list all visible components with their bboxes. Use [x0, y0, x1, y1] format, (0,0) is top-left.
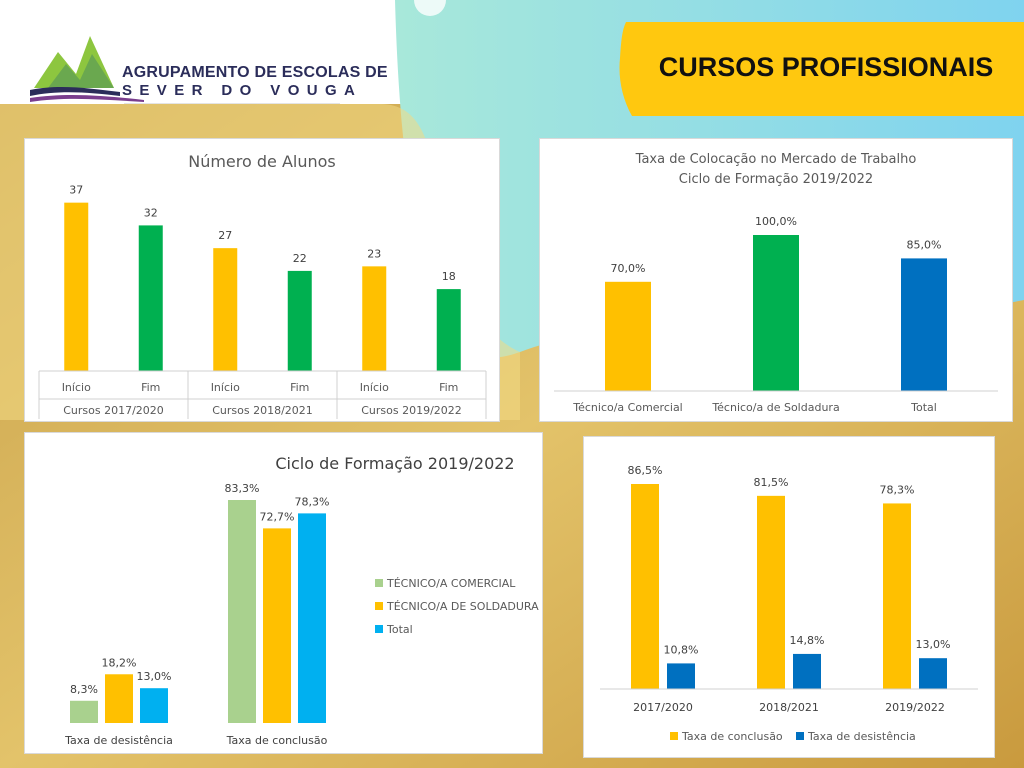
chart-panel-cycle: Ciclo de Formação 2019/2022 8,3% 83,3% 18,2…: [24, 432, 543, 754]
x-tick-label: Fim: [439, 381, 458, 394]
data-label: 27: [218, 229, 232, 242]
bar: [883, 503, 911, 689]
chart-subtitle: Ciclo de Formação 2019/2022: [679, 172, 873, 187]
legend-label: Taxa de desistência: [807, 730, 916, 743]
students-chart: Número de Alunos 37 Início 32 Fim 27 Início 22 F…: [38, 152, 487, 419]
x-tick-label: Total: [910, 401, 937, 414]
bar: [605, 281, 651, 391]
data-label: 14,8%: [790, 634, 825, 647]
bar: [919, 658, 947, 689]
data-label: 10,8%: [664, 643, 699, 656]
x-tick-label: Início: [62, 381, 91, 394]
chart-panel-placement: Taxa de Colocação no Mercado de Trabalho…: [539, 138, 1013, 422]
data-label: 83,3%: [225, 482, 260, 495]
bar: [140, 688, 168, 723]
x-tick-label: Fim: [290, 381, 309, 394]
group-label: Cursos 2018/2021: [212, 404, 313, 417]
data-label: 13,0%: [137, 670, 172, 683]
data-label: 22: [293, 252, 307, 265]
bar: [105, 674, 133, 723]
bar: [667, 663, 695, 689]
bar: [263, 528, 291, 723]
data-label: 81,5%: [754, 476, 789, 489]
bar: [64, 202, 89, 371]
legend-swatch: [796, 732, 804, 740]
legend-label: Taxa de conclusão: [681, 730, 783, 743]
school-logo: [30, 36, 340, 104]
x-tick-label: Fim: [141, 381, 160, 394]
data-label: 78,3%: [295, 495, 330, 508]
data-label: 18,2%: [102, 656, 137, 669]
data-label: 18: [442, 270, 456, 283]
data-label: 85,0%: [907, 238, 942, 251]
legend-label: TÉCNICO/A COMERCIAL: [386, 577, 516, 590]
x-tick-label: 2018/2021: [759, 701, 819, 714]
legend-swatch: [375, 625, 383, 633]
legend-swatch: [375, 602, 383, 610]
legend-swatch: [375, 579, 383, 587]
data-label: 72,7%: [260, 510, 295, 523]
bar: [70, 700, 98, 723]
bar: [228, 500, 256, 723]
legend-label: Total: [386, 623, 413, 636]
bar: [287, 270, 312, 371]
bar: [362, 266, 387, 371]
cycle-chart: Ciclo de Formação 2019/2022 8,3% 83,3% 18,2…: [64, 454, 539, 747]
data-label: 100,0%: [755, 215, 797, 228]
chart-panel-rates: 86,5% 81,5% 78,3% 10,8% 14,8% 13,0% 2017/2020 2…: [583, 436, 995, 758]
x-tick-label: 2017/2020: [633, 701, 693, 714]
group-label: Cursos 2019/2022: [361, 404, 462, 417]
org-name-line2: SEVER DO VOUGA: [122, 82, 363, 99]
bar: [213, 248, 238, 371]
title-banner: [619, 22, 1024, 116]
x-tick-label: Taxa de desistência: [64, 734, 173, 747]
data-label: 86,5%: [628, 464, 663, 477]
bar: [753, 235, 799, 391]
x-tick-label: 2019/2022: [885, 701, 945, 714]
placement-chart: Taxa de Colocação no Mercado de Trabalho…: [554, 152, 998, 414]
bar: [436, 289, 461, 371]
bar: [298, 513, 326, 723]
data-label: 32: [144, 206, 158, 219]
chart-panel-students: Número de Alunos 37 Início 32 Fim 27 Início 22 F…: [24, 138, 500, 422]
legend-label: TÉCNICO/A DE SOLDADURA: [386, 600, 539, 613]
x-tick-label: Taxa de conclusão: [226, 734, 328, 747]
data-label: 23: [367, 247, 381, 260]
page-title: CURSOS PROFISSIONAIS: [658, 52, 994, 82]
bar: [757, 495, 785, 689]
data-label: 37: [69, 184, 83, 197]
chart-title: Número de Alunos: [188, 152, 336, 171]
data-label: 13,0%: [916, 638, 951, 651]
x-tick-label: Técnico/a de Soldadura: [711, 401, 839, 414]
rates-chart: 86,5% 81,5% 78,3% 10,8% 14,8% 13,0% 2017/2020 2…: [600, 464, 978, 743]
x-tick-label: Início: [360, 381, 389, 394]
chart-title: Taxa de Colocação no Mercado de Trabalho: [635, 152, 917, 167]
x-tick-label: Técnico/a Comercial: [572, 401, 683, 414]
x-tick-label: Início: [211, 381, 240, 394]
org-name-line1: AGRUPAMENTO DE ESCOLAS DE: [122, 64, 388, 81]
data-label: 8,3%: [70, 683, 98, 696]
bar: [901, 258, 947, 391]
data-label: 70,0%: [611, 262, 646, 275]
bar: [138, 225, 163, 371]
bar: [631, 484, 659, 689]
data-label: 78,3%: [880, 483, 915, 496]
legend-swatch: [670, 732, 678, 740]
group-label: Cursos 2017/2020: [63, 404, 164, 417]
bar: [793, 653, 821, 689]
chart-title: Ciclo de Formação 2019/2022: [275, 454, 514, 473]
